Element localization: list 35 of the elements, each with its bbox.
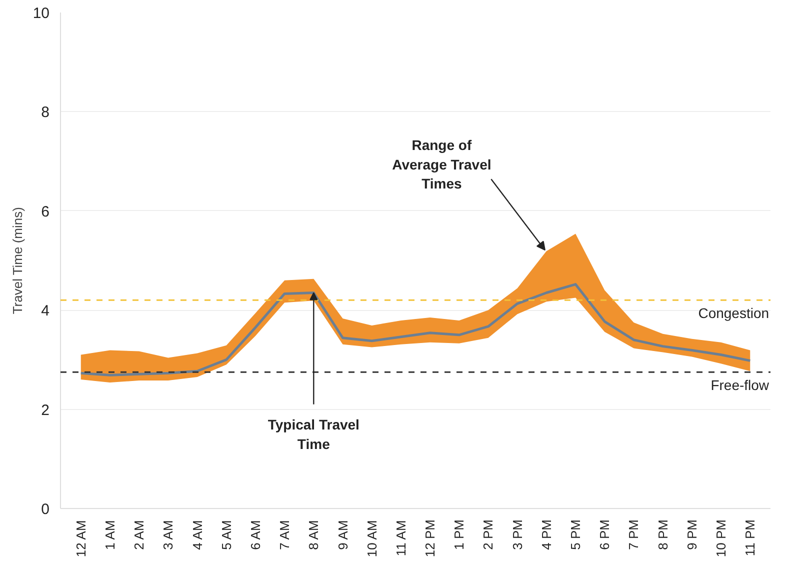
y-axis-title: Travel Time (mins) xyxy=(10,207,25,314)
x-tick-label: 1 PM xyxy=(452,520,467,550)
annotation: Typical Travel Time xyxy=(268,416,360,452)
x-tick-label: 11 PM xyxy=(742,519,758,556)
x-tick-label: 7 AM xyxy=(277,520,292,550)
y-tick-label: 0 xyxy=(41,501,50,518)
y-tick-label: 2 xyxy=(41,402,50,419)
y-tick-label: 8 xyxy=(41,104,50,122)
x-tick-label: 9 PM xyxy=(684,520,700,550)
x-tick-label: 2 PM xyxy=(480,520,496,550)
x-tick-label: 11 AM xyxy=(393,520,408,556)
annotation: Range of Average Travel Times xyxy=(392,137,492,192)
x-tick-label: 9 AM xyxy=(335,520,350,550)
x-tick-label: 12 AM xyxy=(73,520,88,558)
x-tick-label: 10 PM xyxy=(714,519,729,558)
ref-line-label: Free-flow xyxy=(710,377,770,394)
x-tick-label: 8 PM xyxy=(655,520,670,550)
x-tick-label: 1 AM xyxy=(102,520,118,550)
x-tick-label: 6 PM xyxy=(597,520,612,550)
ref-line-label: Congestion xyxy=(698,305,770,322)
x-tick-label: 3 PM xyxy=(510,520,525,550)
x-tick-label: 5 PM xyxy=(568,520,584,550)
x-tick-label: 2 AM xyxy=(132,520,147,550)
y-tick-label: 10 xyxy=(32,5,50,22)
x-tick-label: 10 AM xyxy=(364,520,380,558)
x-tick-label: 6 AM xyxy=(248,520,263,550)
y-tick-label: 6 xyxy=(41,203,50,220)
x-tick-label: 4 AM xyxy=(190,520,205,550)
x-tick-label: 7 PM xyxy=(626,520,642,550)
x-tick-label: 8 AM xyxy=(306,520,322,550)
x-tick-label: 3 AM xyxy=(160,520,176,550)
x-tick-label: 5 AM xyxy=(218,520,234,550)
y-tick-label: 4 xyxy=(41,302,50,320)
x-tick-label: 4 PM xyxy=(538,520,554,550)
x-tick-label: 12 PM xyxy=(422,519,438,558)
